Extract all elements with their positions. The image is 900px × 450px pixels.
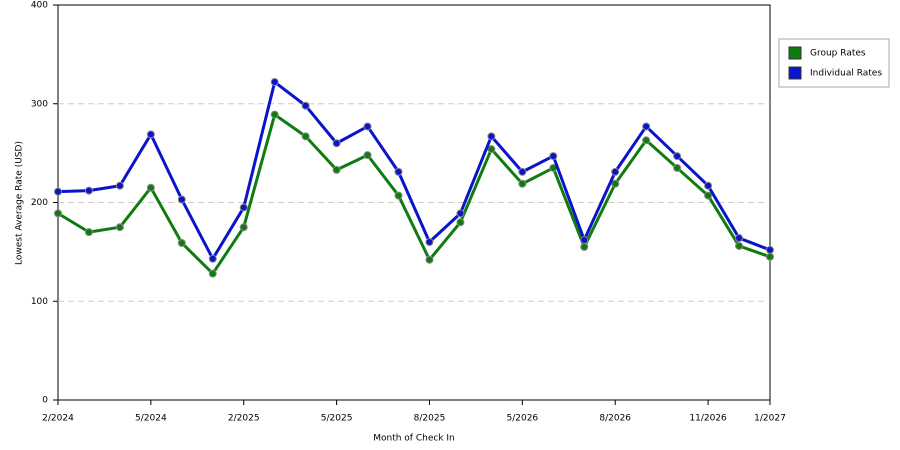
data-point — [301, 132, 310, 141]
data-point — [704, 191, 713, 200]
data-point — [394, 191, 403, 200]
data-point — [518, 179, 527, 188]
data-point — [332, 139, 341, 148]
data-point — [766, 252, 774, 261]
data-point — [239, 203, 248, 212]
data-point — [518, 167, 527, 176]
x-tick-label: 5/2026 — [507, 414, 539, 424]
data-point — [239, 223, 248, 232]
x-tick-label: 8/2026 — [599, 414, 631, 424]
legend-swatch — [788, 66, 802, 80]
data-point — [146, 130, 155, 139]
data-point — [332, 165, 341, 174]
data-point — [54, 209, 62, 218]
x-tick-label: 11/2026 — [689, 414, 727, 424]
x-tick-label: 5/2025 — [321, 414, 353, 424]
y-tick-label: 0 — [42, 396, 48, 406]
series-line — [57, 80, 771, 261]
data-point — [456, 218, 465, 227]
data-point — [177, 195, 186, 204]
legend-label: Individual Rates — [810, 69, 882, 79]
y-axis-label: Lowest Average Rate (USD) — [15, 141, 25, 265]
x-tick-label: 1/2027 — [754, 414, 786, 424]
data-point — [177, 238, 186, 247]
data-point — [84, 228, 93, 237]
x-tick-label: 5/2024 — [135, 414, 167, 424]
data-point — [270, 110, 279, 119]
y-tick-label: 400 — [31, 1, 48, 11]
x-axis-label: Month of Check In — [373, 434, 455, 444]
data-point — [735, 234, 744, 243]
data-point — [704, 181, 713, 190]
data-point — [642, 122, 651, 131]
y-tick-label: 100 — [31, 297, 48, 307]
data-point — [301, 101, 310, 110]
data-point — [425, 255, 434, 264]
data-point — [487, 145, 496, 154]
data-point — [394, 167, 403, 176]
data-point — [456, 209, 465, 218]
data-point — [208, 254, 217, 263]
legend-swatch — [788, 46, 802, 60]
data-point — [146, 183, 155, 192]
data-point — [549, 152, 558, 161]
data-point — [115, 223, 124, 232]
data-point — [363, 151, 372, 160]
data-point — [363, 122, 372, 131]
data-point — [84, 186, 93, 195]
data-point — [735, 241, 744, 250]
data-point — [673, 163, 682, 172]
data-point — [580, 236, 589, 245]
data-point — [673, 152, 682, 161]
x-tick-label: 2/2025 — [228, 414, 260, 424]
y-tick-label: 300 — [31, 99, 48, 109]
data-point — [580, 242, 589, 251]
data-point — [766, 245, 774, 254]
data-point — [642, 136, 651, 145]
data-point — [425, 238, 434, 246]
data-point — [611, 179, 620, 188]
x-tick-label: 8/2025 — [414, 414, 446, 424]
data-point — [487, 132, 496, 141]
series-line — [57, 113, 771, 276]
data-point — [270, 78, 279, 87]
legend-box — [778, 38, 890, 88]
data-point — [54, 187, 62, 196]
legend-label: Group Rates — [810, 49, 866, 59]
data-point — [208, 269, 217, 278]
data-point — [611, 167, 620, 176]
data-point — [115, 181, 124, 190]
y-tick-label: 200 — [31, 198, 48, 208]
x-tick-label: 2/2024 — [42, 414, 74, 424]
